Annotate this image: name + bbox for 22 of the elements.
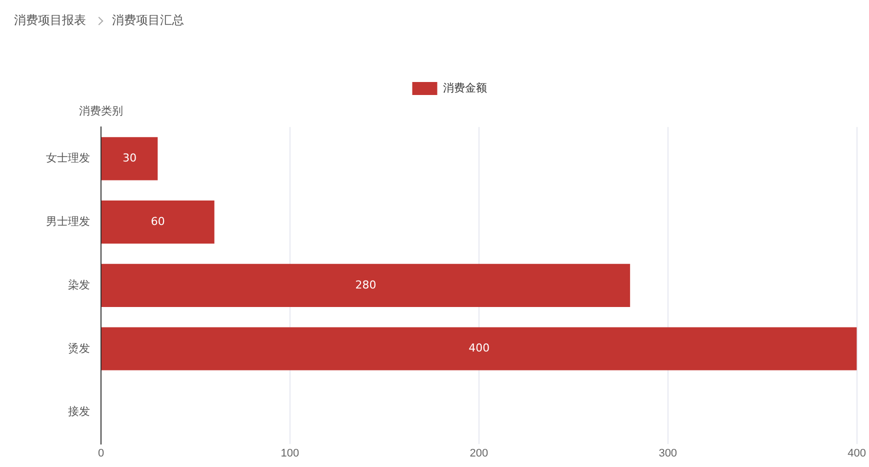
x-tick-label: 400: [848, 447, 866, 460]
data-label: 30: [122, 152, 137, 165]
text: 消费项目汇总: [112, 12, 184, 29]
text: 消费项目报表: [14, 12, 86, 29]
x-tick-label: 200: [470, 447, 488, 460]
bar: [102, 137, 158, 180]
y-tick-label: 烫发: [68, 342, 90, 355]
y-axis-title: 消费类别: [79, 104, 123, 118]
bar: [102, 200, 214, 244]
y-tick-label: 接发: [68, 405, 90, 418]
data-label: 400: [468, 342, 490, 355]
bar: [102, 264, 630, 307]
y-tick-label: 女士理发: [46, 152, 90, 165]
x-tick-label: 0: [98, 447, 104, 460]
y-tick-label: 男士理发: [46, 215, 90, 228]
data-label: 280: [355, 278, 376, 292]
data-label: 60: [150, 214, 165, 228]
x-tick-label: 300: [658, 447, 678, 460]
x-tick-label: 100: [280, 447, 300, 460]
y-tick-label: 染发: [68, 278, 90, 292]
bar: [102, 327, 857, 370]
legend-label: 消费金额: [442, 82, 487, 95]
